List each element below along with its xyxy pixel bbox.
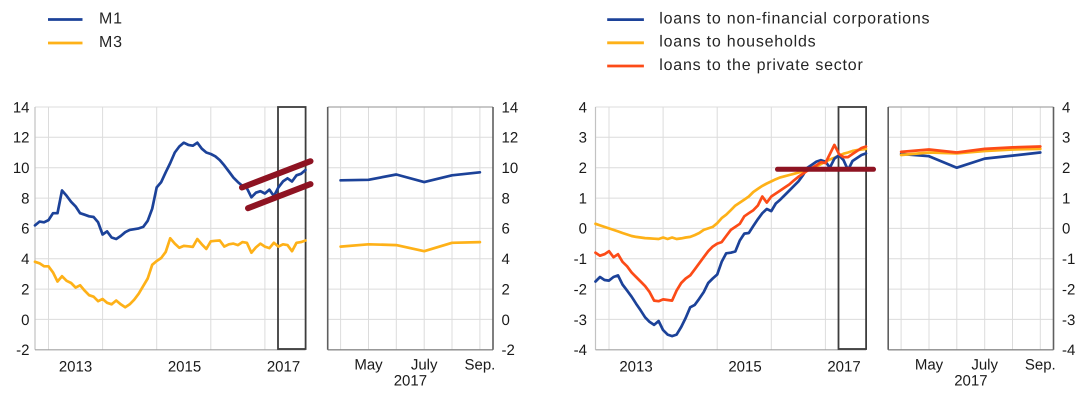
svg-text:2015: 2015 [728,359,761,376]
svg-text:M1: M1 [99,10,123,27]
svg-text:3: 3 [579,130,587,147]
svg-text:4: 4 [21,251,29,268]
svg-text:6: 6 [21,221,29,238]
svg-text:-3: -3 [1062,312,1075,329]
svg-text:3: 3 [1062,130,1070,147]
svg-text:10: 10 [13,160,30,177]
svg-text:-3: -3 [574,312,587,329]
svg-text:4: 4 [502,251,510,268]
svg-text:0: 0 [1062,221,1070,238]
svg-text:-2: -2 [1062,281,1075,298]
svg-text:1: 1 [579,190,587,207]
svg-text:2: 2 [502,281,510,298]
svg-text:loans to the private sector: loans to the private sector [659,57,863,74]
svg-text:6: 6 [502,221,510,238]
svg-text:-4: -4 [574,342,587,359]
svg-text:1: 1 [1062,190,1070,207]
svg-text:-4: -4 [1062,342,1075,359]
svg-text:2015: 2015 [168,359,201,376]
svg-text:2017: 2017 [394,373,427,390]
svg-text:2017: 2017 [267,359,300,376]
svg-text:0: 0 [21,312,29,329]
svg-text:0: 0 [579,221,587,238]
svg-text:July: July [411,357,438,374]
svg-text:12: 12 [502,130,519,147]
svg-text:2013: 2013 [619,359,652,376]
svg-text:loans to households: loans to households [659,34,816,51]
svg-text:2013: 2013 [59,359,92,376]
svg-text:12: 12 [13,130,30,147]
svg-text:14: 14 [502,99,519,116]
svg-text:M3: M3 [99,34,123,51]
svg-text:14: 14 [13,99,30,116]
svg-text:2: 2 [579,160,587,177]
svg-text:2017: 2017 [954,373,987,390]
svg-text:May: May [354,357,383,374]
svg-text:May: May [915,357,944,374]
svg-text:loans to non-financial corpora: loans to non-financial corporations [659,10,930,27]
svg-text:Sep.: Sep. [1025,357,1056,374]
svg-text:4: 4 [1062,99,1070,116]
svg-text:4: 4 [579,99,587,116]
svg-text:2: 2 [21,281,29,298]
svg-text:2: 2 [1062,160,1070,177]
svg-text:8: 8 [21,190,29,207]
svg-text:10: 10 [502,160,519,177]
svg-text:8: 8 [502,190,510,207]
svg-text:July: July [971,357,998,374]
svg-text:-2: -2 [502,342,515,359]
svg-text:-1: -1 [1062,251,1075,268]
svg-text:-2: -2 [16,342,29,359]
svg-text:2017: 2017 [827,359,860,376]
svg-text:Sep.: Sep. [464,357,495,374]
svg-text:0: 0 [502,312,510,329]
svg-text:-1: -1 [574,251,587,268]
svg-text:-2: -2 [574,281,587,298]
